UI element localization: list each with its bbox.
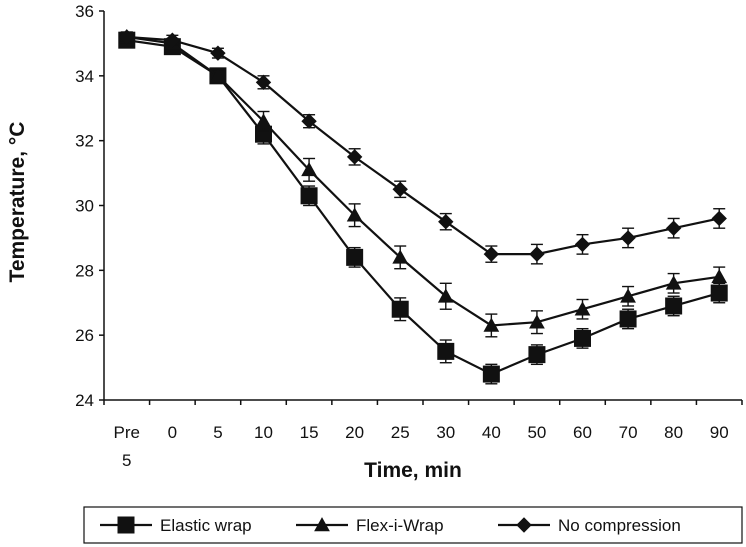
data-point <box>574 301 591 316</box>
x-tick-label: 90 <box>710 423 729 442</box>
series-line <box>126 35 720 256</box>
x-tick-label: 60 <box>573 423 592 442</box>
data-point <box>529 246 545 262</box>
data-point <box>255 125 272 143</box>
data-point <box>255 74 272 91</box>
data-point <box>574 329 591 347</box>
y-tick-label: 30 <box>75 197 94 216</box>
y-tick-label: 28 <box>75 261 94 280</box>
data-point <box>710 284 728 302</box>
data-point <box>528 346 546 364</box>
legend-box <box>83 506 743 544</box>
series-layer <box>118 29 728 385</box>
series-no-compression <box>119 29 727 265</box>
data-point <box>665 297 683 315</box>
x-tick-label: 10 <box>254 423 273 442</box>
x-tick-label: 0 <box>168 423 177 442</box>
data-point <box>391 300 409 318</box>
x-tick-label: 40 <box>482 423 501 442</box>
data-point <box>300 187 318 205</box>
data-point <box>711 210 727 227</box>
y-tick-label: 24 <box>75 391 94 410</box>
x-tick-label: Pre <box>114 423 140 442</box>
data-point <box>438 214 454 230</box>
data-point <box>482 365 500 383</box>
y-tick-label: 36 <box>75 2 94 21</box>
legend-marker <box>117 516 135 534</box>
data-point <box>437 342 455 360</box>
x-tick-label: 30 <box>436 423 455 442</box>
data-point <box>119 29 135 45</box>
data-point <box>301 113 317 129</box>
data-point <box>392 181 408 197</box>
data-point <box>619 310 637 328</box>
y-tick-label: 32 <box>75 132 94 151</box>
series-elastic-wrap <box>118 31 728 385</box>
data-point <box>665 275 682 290</box>
data-point <box>574 236 591 253</box>
data-point <box>437 288 454 303</box>
x-tick-label: 15 <box>300 423 319 442</box>
data-point <box>210 67 226 83</box>
data-point <box>483 317 500 332</box>
data-point <box>346 248 364 266</box>
data-point <box>483 246 500 262</box>
y-tick-label: 26 <box>75 326 94 345</box>
data-point <box>255 113 272 128</box>
legend-label: Flex-i-Wrap <box>356 516 444 535</box>
data-point <box>620 230 636 246</box>
data-point <box>164 32 181 48</box>
x-tick-label: 80 <box>664 423 683 442</box>
legend-label: No compression <box>558 516 681 535</box>
y-tick-label: 34 <box>75 67 94 86</box>
data-point <box>346 149 363 165</box>
data-point <box>210 45 226 61</box>
y-axis-title: Temperature, °C <box>6 122 29 283</box>
x-tick-label: 50 <box>527 423 546 442</box>
x-tick-label: 5 <box>213 423 222 442</box>
data-point <box>346 207 363 222</box>
data-point <box>529 314 545 329</box>
series-line <box>126 35 720 327</box>
legend-marker <box>516 517 532 533</box>
legend-label: Elastic wrap <box>160 516 252 535</box>
x-tick-label: 20 <box>345 423 364 442</box>
x-tick-label: 25 <box>391 423 410 442</box>
data-point <box>620 288 636 303</box>
data-point <box>301 161 317 177</box>
legend: Elastic wrap Flex-i-Wrap No compression <box>83 506 743 544</box>
series-flex-i-wrap <box>118 29 728 338</box>
x-tick-label: 70 <box>619 423 638 442</box>
data-point <box>711 268 728 284</box>
data-point <box>665 220 682 236</box>
data-point <box>392 249 409 264</box>
x-axis-title: Time, min <box>364 459 462 482</box>
legend-marker <box>314 517 330 532</box>
x-tick-label: 5 <box>122 451 131 470</box>
